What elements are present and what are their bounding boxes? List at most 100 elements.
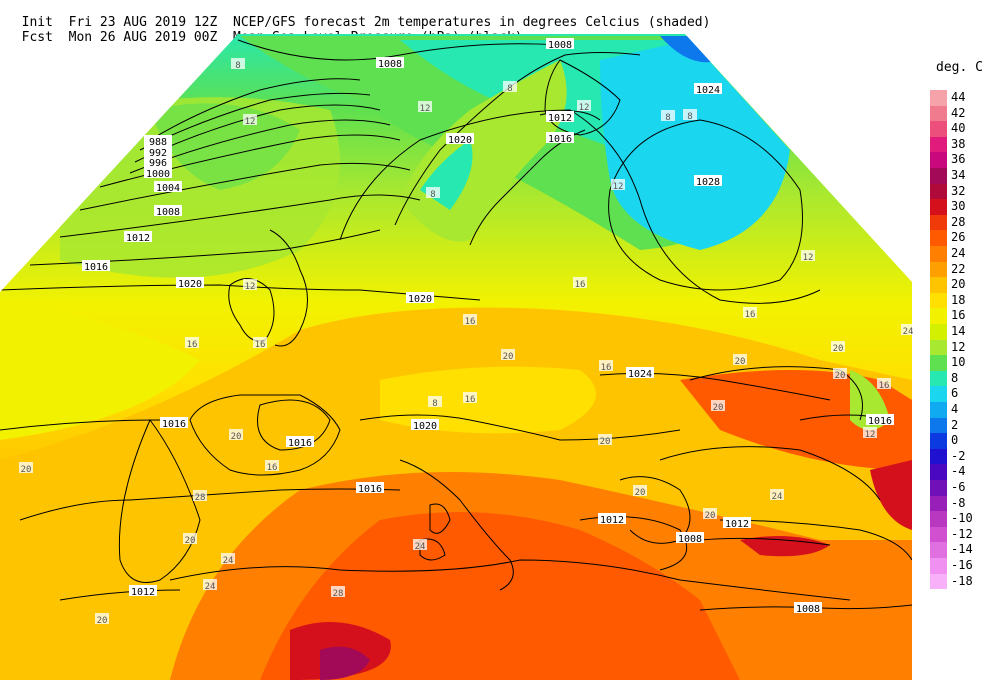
temperature-label-bg	[577, 100, 591, 111]
temperature-label-bg	[833, 368, 847, 379]
temperature-label-bg	[770, 489, 784, 500]
legend-label: -16	[951, 558, 973, 572]
temperature-label: 20	[705, 511, 716, 521]
temperature-label: 12	[803, 253, 814, 263]
legend-swatch	[930, 339, 947, 356]
legend-swatch	[930, 246, 947, 262]
temperature-label-bg	[801, 250, 815, 261]
map-title-line-1: NCEP/GFS forecast 2m temperatures in deg…	[233, 15, 711, 30]
temperature-label: 20	[635, 488, 646, 498]
legend-swatch	[930, 121, 947, 137]
isobar-label: 1008	[796, 604, 820, 615]
legend-swatch	[930, 448, 947, 465]
isobar-label-bg	[546, 111, 574, 122]
isobar-label: 1024	[696, 85, 720, 96]
temperature-label-bg	[711, 400, 725, 411]
temperature-label-bg	[253, 337, 267, 348]
temperature-label-bg	[599, 360, 613, 371]
temperature-label-bg	[463, 392, 477, 403]
temperature-label: 20	[713, 403, 724, 413]
init-time: Fri 23 AUG 2019 12Z	[68, 15, 218, 30]
legend-label: -18	[951, 573, 973, 588]
legend-label: -2	[951, 448, 966, 463]
temperature-label: 8	[432, 399, 437, 409]
isobar-label: 1020	[408, 294, 432, 305]
isobar-label: 1008	[378, 59, 402, 70]
legend-entry: 20	[930, 277, 1000, 293]
isobar-label: 996	[149, 158, 167, 169]
isobar-label-bg	[129, 585, 157, 596]
isobar-label-bg	[406, 292, 434, 303]
legend-entry: 38	[930, 136, 1000, 153]
legend-swatch	[930, 277, 947, 293]
temperature-label-bg	[413, 539, 427, 550]
legend-title: deg. C	[936, 60, 983, 75]
legend-entry: -14	[930, 542, 1000, 558]
coastlines	[118, 52, 881, 601]
isobar-label-bg	[144, 156, 172, 167]
isobar-label: 1016	[84, 262, 108, 273]
legend-entry: -16	[930, 558, 1000, 574]
isobar-label-bg	[160, 417, 188, 428]
legend-label: 18	[951, 292, 966, 307]
legend-swatch	[930, 308, 947, 324]
temperature-label: 20	[735, 357, 746, 367]
temperature-label-bg	[831, 341, 845, 352]
isobar-label: 1004	[156, 183, 180, 194]
temperature-label: 12	[245, 117, 256, 127]
temperature-label: 16	[187, 340, 198, 350]
temperature-label-bg	[743, 307, 757, 318]
legend-label: -12	[951, 526, 973, 541]
temperature-label: 24	[205, 582, 216, 592]
temperature-label-bg	[733, 354, 747, 365]
legend-label: 24	[951, 246, 966, 260]
isobar-label: 1016	[548, 134, 572, 145]
temperature-label-bg	[503, 81, 517, 92]
temperature-field	[0, 34, 912, 680]
isobar-label: 1012	[126, 233, 150, 244]
temperature-label-bg	[428, 396, 442, 407]
isobar-label: 1016	[868, 416, 892, 427]
temperature-label-bg	[243, 279, 257, 290]
temperature-label: 28	[195, 493, 206, 503]
legend-entry: 14	[930, 324, 1000, 340]
legend-swatch	[930, 152, 947, 168]
isobar-label-bg	[866, 414, 894, 425]
isobar-label-bg	[411, 419, 439, 430]
isobar-label-bg	[676, 532, 704, 543]
legend-label: 30	[951, 199, 966, 214]
temperature-label: 16	[601, 363, 612, 373]
legend-label: -6	[951, 480, 966, 494]
isobar-label: 1012	[600, 515, 624, 526]
legend-swatch	[930, 324, 947, 340]
temperature-label-bg	[611, 179, 625, 190]
legend-entry: -8	[930, 495, 1000, 512]
temperature-label: 20	[185, 536, 196, 546]
legend-label: 12	[951, 339, 966, 354]
isobar-label-bg	[144, 146, 172, 157]
temperature-label: 8	[507, 84, 512, 94]
temperature-label-bg	[901, 324, 915, 335]
temperature-label-bg	[183, 533, 197, 544]
isobar-label: 1020	[448, 135, 472, 146]
temperature-label-bg	[683, 109, 697, 120]
temperature-label: 16	[465, 395, 476, 405]
isobar-label: 1012	[131, 587, 155, 598]
legend-swatch	[930, 402, 947, 418]
temperature-label: 16	[879, 381, 890, 391]
isobar-label: 1000	[146, 169, 170, 180]
temperature-labels: 8 12 12 8 12 8 12 8 12 12 16 16 16 16 16 20 20 20 20 20 16 24…	[19, 58, 915, 626]
temperature-label: 20	[835, 371, 846, 381]
isobar-label-bg	[794, 602, 822, 613]
temperature-label: 28	[333, 589, 344, 599]
legend-entry: 10	[930, 355, 1000, 371]
isobar-label-bg	[694, 83, 722, 94]
isobar-label-bg	[176, 277, 204, 288]
temperature-label: 8	[430, 190, 435, 200]
isobar-label-bg	[124, 231, 152, 242]
legend-label: 44	[951, 90, 966, 104]
legend-swatch	[930, 90, 947, 106]
legend-label: 26	[951, 230, 966, 245]
legend-entry: 12	[930, 339, 1000, 356]
